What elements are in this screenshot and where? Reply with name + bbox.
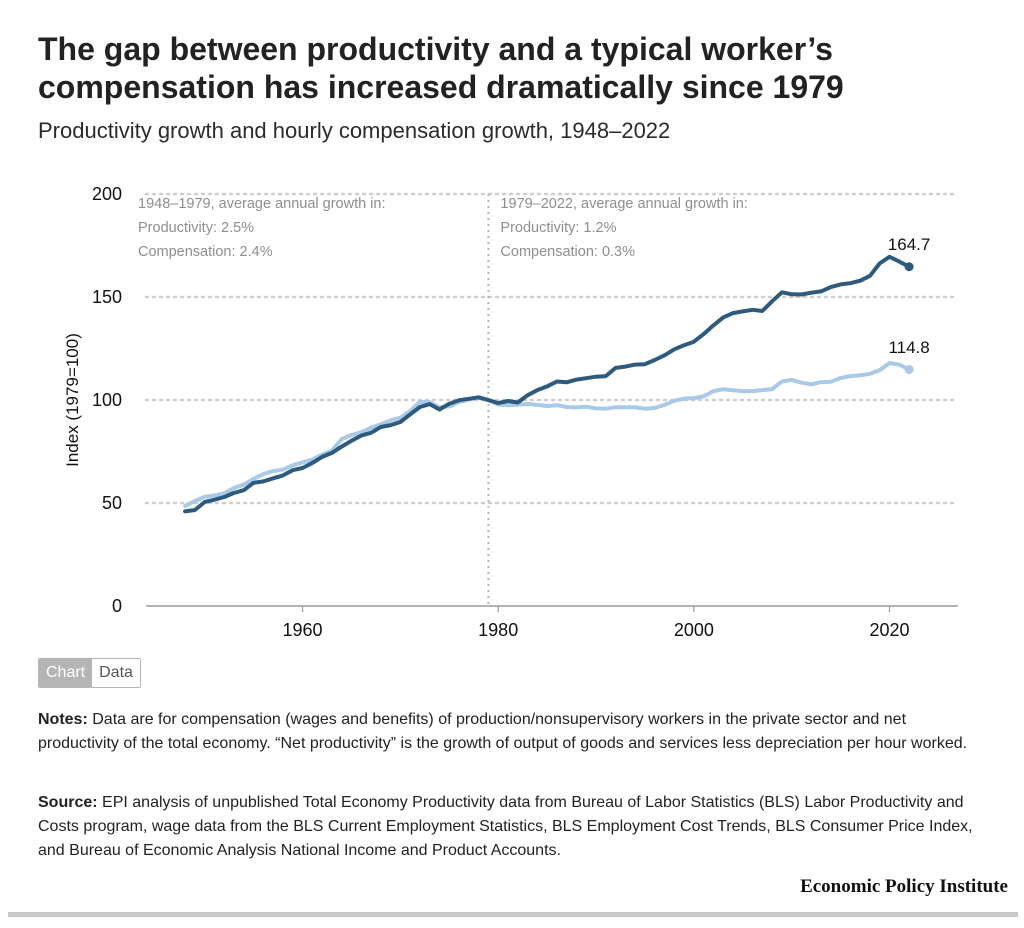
- line-chart: 0 50 100 150 200 1960 1980 2000 2020 Index (1979=…: [63, 184, 960, 640]
- chart-tab[interactable]: Chart: [39, 659, 93, 687]
- data-tab[interactable]: Data: [92, 659, 140, 687]
- annotation-line: Compensation: 2.4%: [138, 244, 273, 260]
- annotation-line: Productivity: 1.2%: [500, 220, 616, 236]
- compensation-end-point: [904, 365, 914, 375]
- notes-label: Notes:: [38, 711, 88, 728]
- publisher-logo: Economic Policy Institute: [800, 876, 1008, 897]
- y-tick-label: 100: [92, 390, 122, 410]
- notes-text: Data are for compensation (wages and ben…: [38, 711, 968, 752]
- productivity-end-point: [904, 262, 914, 272]
- x-tick-label: 1960: [283, 620, 323, 640]
- source-label: Source:: [38, 794, 98, 811]
- compensation-line: [183, 361, 912, 508]
- chart-subtitle: Productivity growth and hourly compensat…: [38, 118, 671, 143]
- annotation-line: 1948–1979, average annual growth in:: [138, 196, 386, 212]
- y-tick-label: 200: [92, 184, 122, 204]
- source: Source: EPI analysis of unpublished Tota…: [38, 791, 988, 863]
- chart-title: The gap between productivity and a typic…: [38, 31, 844, 105]
- annotation-line: Compensation: 0.3%: [500, 244, 635, 260]
- x-tick-label: 2000: [674, 620, 714, 640]
- compensation-end-label: 114.8: [888, 338, 929, 357]
- y-axis-title: Index (1979=100): [63, 333, 82, 467]
- y-tick-label: 50: [102, 493, 122, 513]
- source-text: EPI analysis of unpublished Total Econom…: [38, 794, 973, 859]
- view-toggle: Chart Data: [38, 658, 141, 688]
- x-tick-label: 1980: [478, 620, 518, 640]
- productivity-line: [183, 254, 912, 514]
- productivity-end-label: 164.7: [888, 235, 931, 254]
- x-tick-label: 2020: [869, 620, 909, 640]
- y-tick-label: 150: [92, 287, 122, 307]
- bottom-divider: [8, 912, 1018, 917]
- annotation-line: Productivity: 2.5%: [138, 220, 254, 236]
- notes: Notes: Data are for compensation (wages …: [38, 708, 988, 756]
- annotation-line: 1979–2022, average annual growth in:: [500, 196, 748, 212]
- y-tick-label: 0: [112, 596, 122, 616]
